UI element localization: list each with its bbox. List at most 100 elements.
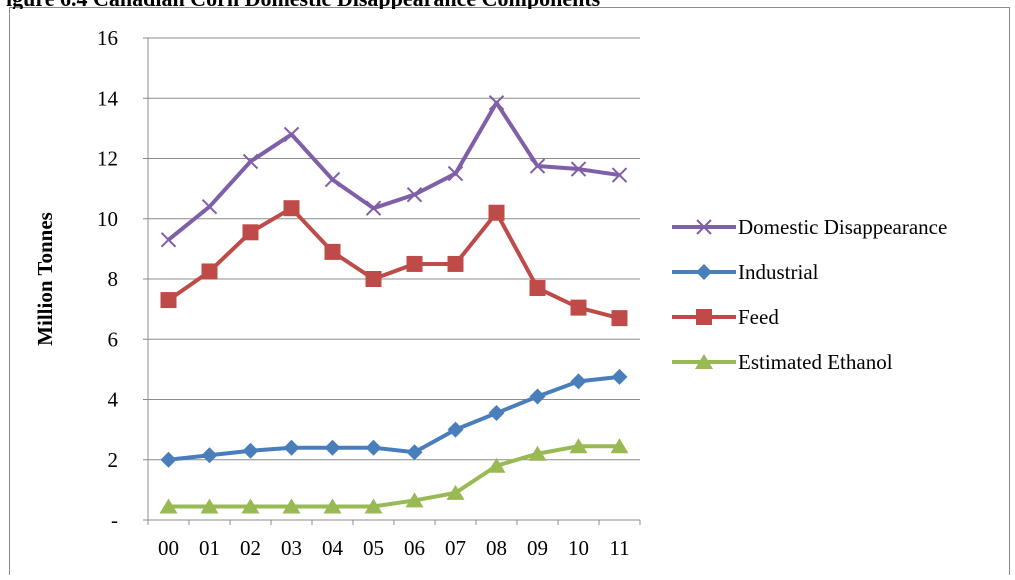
data-point-feed (529, 280, 546, 297)
y-tick-label: 14 (97, 86, 119, 110)
series-line-industrial (168, 374, 620, 462)
data-point-domestic-disappearance (488, 95, 505, 111)
x-tick-label: 11 (609, 536, 629, 560)
legend-item-feed: Feed (672, 305, 779, 329)
data-point-estimated-ethanol (200, 498, 219, 514)
marker-stroke (529, 158, 546, 174)
data-point-estimated-ethanol (405, 492, 424, 508)
data-point-estimated-ethanol (282, 498, 301, 514)
data-point-estimated-ethanol (323, 498, 342, 514)
y-tick-label: 10 (97, 207, 118, 231)
x-tick-label: 05 (363, 536, 384, 560)
data-point-feed (611, 310, 628, 327)
data-point-estimated-ethanol (159, 498, 178, 514)
legend-label: Domestic Disappearance (738, 215, 947, 239)
series-domestic-disappearance (160, 95, 628, 248)
data-point-feed (406, 255, 423, 272)
data-point-domestic-disappearance (447, 165, 464, 182)
x-tick-label: 09 (527, 536, 548, 560)
data-point-feed (201, 263, 218, 280)
marker-stroke (201, 198, 218, 215)
marker-stroke (365, 200, 382, 216)
y-tick-label: 2 (108, 448, 119, 472)
marker-stroke (160, 232, 177, 248)
data-point-industrial (365, 439, 382, 456)
data-point-industrial (488, 405, 505, 422)
marker-stroke (447, 165, 464, 182)
data-point-estimated-ethanol (487, 457, 506, 473)
legend-label: Industrial (738, 260, 819, 284)
y-axis-title: Million Tonnes (33, 212, 57, 346)
legend-marker (695, 354, 713, 369)
chart-title: igure 6.4 Canadian Corn Domestic Disappe… (0, 0, 1015, 9)
marker-stroke (406, 186, 423, 203)
data-point-domestic-disappearance (283, 126, 300, 143)
data-point-domestic-disappearance (160, 232, 177, 248)
data-point-industrial (406, 444, 423, 461)
y-tick-label: 16 (97, 26, 118, 50)
data-point-feed (365, 271, 382, 287)
y-tick-label: 12 (97, 147, 118, 171)
data-point-domestic-disappearance (529, 158, 546, 174)
marker-stroke (488, 95, 505, 111)
data-point-feed (570, 299, 587, 316)
x-tick-label: 04 (322, 536, 344, 560)
marker-stroke (242, 153, 259, 170)
marker-stroke (570, 161, 587, 177)
series-feed (160, 200, 628, 327)
data-point-industrial (283, 439, 300, 456)
data-point-domestic-disappearance (201, 198, 218, 215)
data-point-estimated-ethanol (364, 498, 383, 514)
x-tick-label: 00 (158, 536, 179, 560)
data-point-estimated-ethanol (241, 498, 260, 514)
y-tick-label: 4 (108, 388, 119, 412)
x-tick-label: 08 (486, 536, 507, 560)
data-point-domestic-disappearance (324, 171, 341, 188)
x-tick-label: 07 (445, 536, 466, 560)
x-tick-label: 06 (404, 536, 425, 560)
series-line-domestic-disappearance (167, 100, 620, 242)
data-point-feed (488, 204, 505, 221)
legend-label: Estimated Ethanol (738, 350, 893, 374)
data-point-estimated-ethanol (610, 438, 629, 454)
x-tick-label: 10 (568, 536, 589, 560)
series-line-estimated-ethanol (168, 444, 620, 509)
data-point-industrial (611, 368, 628, 385)
data-point-feed (242, 224, 259, 241)
data-point-industrial (242, 442, 259, 459)
legend-marker (696, 264, 712, 280)
marker-stroke (611, 167, 628, 183)
data-point-feed (283, 200, 300, 217)
data-point-estimated-ethanol (569, 438, 588, 454)
data-point-domestic-disappearance (242, 153, 259, 170)
x-tick-label: 01 (199, 536, 220, 560)
marker-stroke (696, 219, 712, 235)
data-point-estimated-ethanol (446, 484, 465, 500)
data-point-industrial (324, 439, 341, 456)
series-estimated-ethanol (159, 438, 629, 514)
data-point-domestic-disappearance (406, 186, 423, 203)
series-line-feed (167, 206, 620, 321)
data-point-industrial (529, 388, 546, 405)
data-point-industrial (447, 421, 464, 438)
legend-item-domestic-disappearance: Domestic Disappearance (672, 215, 947, 239)
y-tick-label: - (111, 508, 118, 532)
y-tick-label: 8 (108, 267, 119, 291)
legend-item-estimated-ethanol: Estimated Ethanol (672, 350, 893, 374)
data-point-industrial (570, 373, 587, 390)
legend-label: Feed (738, 305, 779, 329)
data-point-industrial (160, 451, 177, 468)
y-tick-label: 6 (108, 327, 119, 351)
data-point-domestic-disappearance (611, 167, 628, 183)
legend-marker (696, 309, 712, 325)
data-point-domestic-disappearance (365, 200, 382, 216)
data-point-feed (324, 243, 341, 260)
marker-stroke (324, 171, 341, 188)
x-tick-label: 02 (240, 536, 261, 560)
data-point-estimated-ethanol (528, 445, 547, 461)
legend-item-industrial: Industrial (672, 260, 819, 284)
legend-marker (696, 219, 712, 235)
data-point-feed (447, 255, 464, 272)
